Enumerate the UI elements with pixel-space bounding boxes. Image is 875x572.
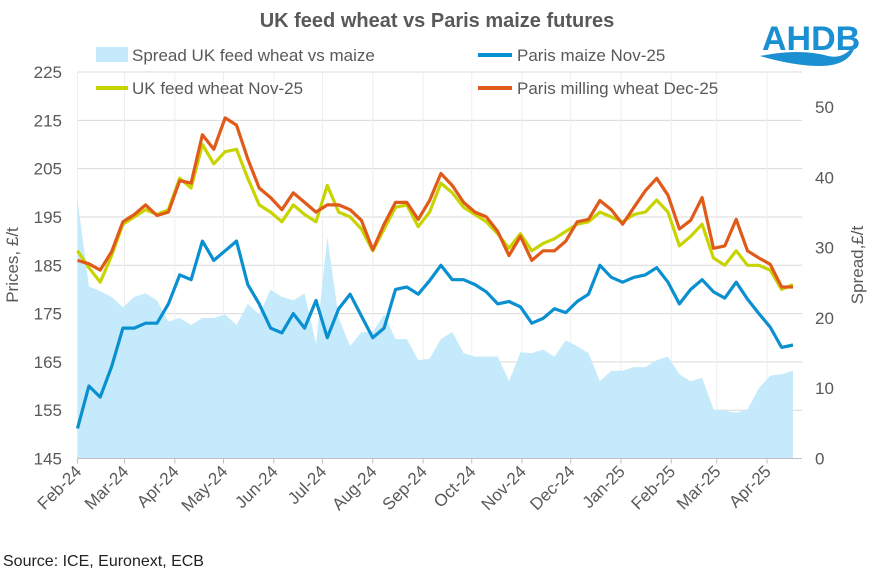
y-tick-label: 175 (34, 305, 62, 324)
ahdb-logo: AHDB (760, 20, 860, 66)
legend-label-spread: Spread UK feed wheat vs maize (132, 46, 375, 65)
y2-tick-label: 40 (815, 168, 834, 187)
y-tick-label: 155 (34, 401, 62, 420)
x-tick-label: Jun-24 (231, 462, 281, 512)
x-tick-label: May-24 (178, 462, 232, 516)
spread-area-layer (77, 199, 793, 459)
x-tick-label: Sep-24 (379, 462, 431, 514)
y2-tick-label: 30 (815, 239, 834, 258)
x-tick-label: Aug-24 (328, 462, 380, 514)
x-tick-label: Feb-25 (628, 462, 680, 514)
legend: Spread UK feed wheat vs maize Paris maiz… (96, 46, 718, 98)
y2-tick-label: 10 (815, 379, 834, 398)
x-tick-label: Apr-24 (133, 462, 183, 512)
series-area-spread-uk-feed-wheat-vs-maize (77, 199, 793, 459)
legend-swatch-spread (96, 47, 128, 62)
y2-tick-label: 20 (815, 309, 834, 328)
series-line-uk-feed-wheat-nov-25 (76, 142, 794, 291)
y-tick-label: 165 (34, 353, 62, 372)
x-tick-label: Oct-24 (430, 462, 480, 512)
y2-tick-label: 50 (815, 98, 834, 117)
y2-tick-label: 0 (815, 450, 824, 469)
x-tick-label: Nov-24 (478, 462, 530, 514)
x-tick-label: Dec-24 (526, 462, 578, 514)
legend-label-maize: Paris maize Nov-25 (517, 46, 665, 65)
x-tick-label: Jul-24 (284, 462, 330, 508)
x-tick-label: Mar-24 (81, 462, 133, 514)
y-tick-label: 225 (34, 63, 62, 82)
series-line-paris-milling-wheat-dec-25 (77, 116, 793, 289)
y-axis-title: Prices, £/t (3, 227, 22, 303)
x-tick-label: Apr-25 (725, 462, 775, 512)
ahdb-logo-text: AHDB (762, 20, 860, 58)
y-tick-label: 185 (34, 256, 62, 275)
y-tick-label: 195 (34, 208, 62, 227)
series-line-paris-maize-nov-25 (75, 239, 794, 429)
chart-title: UK feed wheat vs Paris maize futures (260, 10, 615, 32)
legend-label-uk-feed-wheat: UK feed wheat Nov-25 (132, 79, 303, 98)
source-note: Source: ICE, Euronext, ECB (3, 553, 204, 570)
series-lines-layer (75, 116, 794, 429)
x-tick-label: Jan-25 (579, 462, 629, 512)
x-tick-label: Mar-25 (673, 462, 725, 514)
y-tick-label: 205 (34, 160, 62, 179)
legend-label-paris-milling-wheat: Paris milling wheat Dec-25 (517, 79, 718, 98)
y-tick-label: 215 (34, 111, 62, 130)
ahdb-logo-wave (760, 42, 856, 66)
y-tick-label: 145 (34, 450, 62, 469)
y2-axis-title: Spread,£/t (848, 226, 867, 305)
x-tick-label: Feb-24 (34, 462, 86, 514)
